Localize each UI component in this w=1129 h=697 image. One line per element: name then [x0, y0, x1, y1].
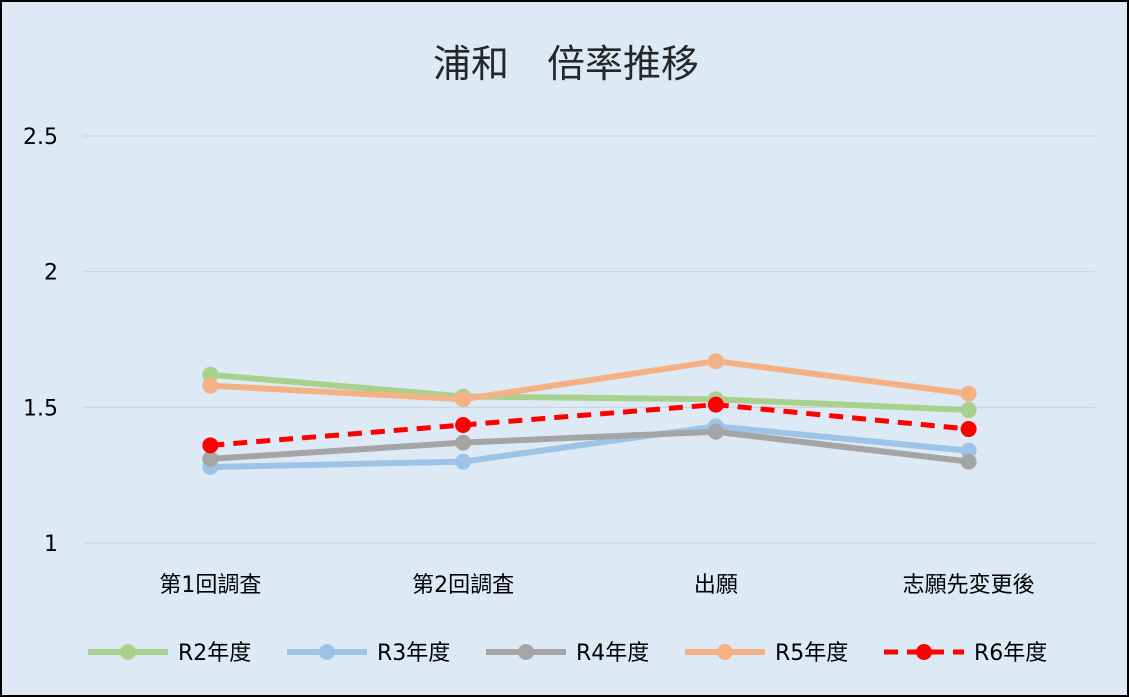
legend-swatch-marker — [717, 644, 733, 660]
legend-item[interactable]: R3年度 — [287, 641, 450, 666]
x-category-label: 出願 — [694, 573, 738, 598]
legend-label: R5年度 — [775, 641, 848, 666]
data-point[interactable] — [455, 453, 472, 470]
x-category-label: 志願先変更後 — [903, 573, 1035, 598]
data-point[interactable] — [202, 450, 219, 467]
data-point[interactable] — [455, 434, 472, 451]
data-point[interactable] — [960, 402, 977, 419]
series-R6年度 — [202, 396, 977, 454]
y-tick-label: 1.5 — [23, 396, 58, 421]
legend-swatch-marker — [319, 644, 335, 660]
x-category-label: 第2回調査 — [412, 573, 514, 598]
series-R5年度 — [202, 353, 977, 408]
series-line — [207, 428, 972, 465]
legend-item[interactable]: R4年度 — [486, 641, 649, 666]
x-category-label: 第1回調査 — [159, 573, 261, 598]
legend-swatch-marker — [916, 644, 932, 660]
series-line — [207, 371, 972, 414]
legend-item[interactable]: R2年度 — [88, 641, 251, 666]
data-point[interactable] — [202, 437, 219, 454]
series-line — [207, 358, 972, 403]
data-point[interactable] — [707, 423, 724, 440]
data-point[interactable] — [455, 391, 472, 408]
legend-label: R6年度 — [974, 641, 1047, 666]
data-point[interactable] — [960, 421, 977, 438]
series-line — [210, 402, 969, 448]
series-R4年度 — [202, 423, 977, 470]
legend-item[interactable]: R5年度 — [685, 641, 848, 666]
chart-title: 浦和 倍率推移 — [433, 42, 699, 86]
legend-swatch-marker — [518, 644, 534, 660]
legend-item[interactable]: R6年度 — [884, 641, 1047, 666]
legend-label: R3年度 — [377, 641, 450, 666]
y-tick-label: 2 — [44, 261, 58, 286]
legend-label: R4年度 — [576, 641, 649, 666]
data-point[interactable] — [707, 396, 724, 413]
data-point[interactable] — [960, 385, 977, 402]
legend-swatch-marker — [120, 644, 136, 660]
legend-label: R2年度 — [178, 641, 251, 666]
data-point[interactable] — [707, 353, 724, 370]
data-point[interactable] — [202, 377, 219, 394]
series-line — [207, 423, 972, 471]
data-point[interactable] — [960, 453, 977, 470]
data-point[interactable] — [455, 416, 472, 433]
y-tick-label: 1 — [44, 532, 58, 557]
y-tick-label: 2.5 — [23, 125, 58, 150]
